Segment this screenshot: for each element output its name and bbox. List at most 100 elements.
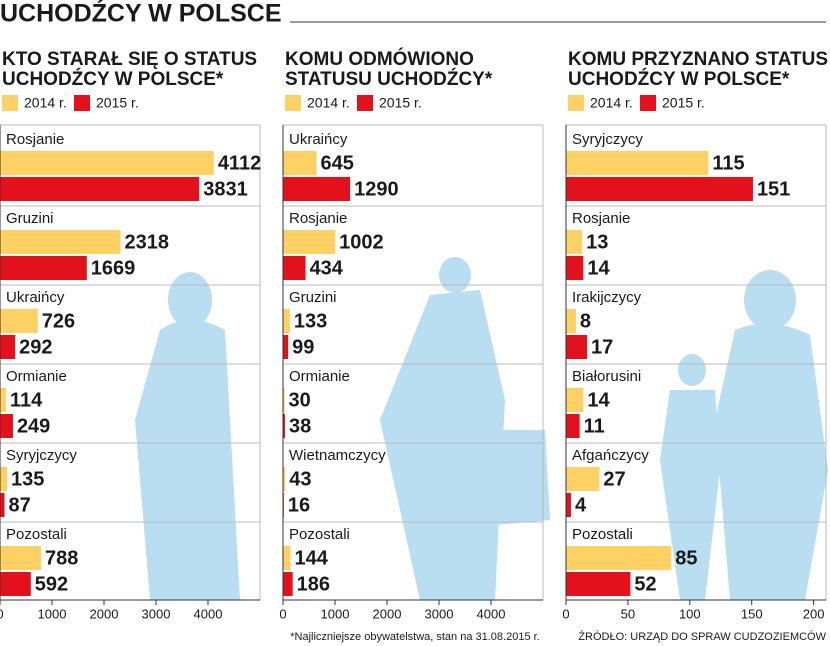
bar xyxy=(566,467,600,491)
bar xyxy=(0,177,200,201)
value-label: 114 xyxy=(10,389,43,411)
value-label: 434 xyxy=(310,257,344,279)
value-label: 1002 xyxy=(339,231,384,253)
value-label: 788 xyxy=(45,547,78,569)
bar xyxy=(0,388,6,412)
bar xyxy=(0,414,13,438)
bar xyxy=(283,572,293,596)
x-tick-label: 2000 xyxy=(373,606,402,621)
bar xyxy=(0,572,31,596)
silhouette xyxy=(715,323,828,600)
bar xyxy=(566,388,584,412)
bar xyxy=(283,309,290,333)
value-label: 292 xyxy=(19,336,52,358)
silhouette xyxy=(744,270,796,330)
value-label: 85 xyxy=(675,547,697,569)
silhouette xyxy=(678,354,706,386)
x-tick-label: 150 xyxy=(741,606,763,621)
bar xyxy=(283,335,289,359)
panel-title: UCHODŹCY W POLSCE* xyxy=(2,68,224,90)
value-label: 1290 xyxy=(354,178,399,200)
page-title: UCHODŹCY W POLSCE xyxy=(0,0,282,28)
bar xyxy=(283,414,285,438)
category-label: Gruzini xyxy=(6,210,54,227)
silhouette xyxy=(439,257,471,293)
x-tick-label: 100 xyxy=(679,606,701,621)
value-label: 4 xyxy=(575,494,587,516)
value-label: 8 xyxy=(580,310,591,332)
category-label: Ukraińcy xyxy=(6,289,65,306)
value-label: 27 xyxy=(603,468,625,490)
x-tick-label: 1000 xyxy=(321,606,350,621)
value-label: 43 xyxy=(289,468,311,490)
x-tick-label: 3000 xyxy=(142,606,171,621)
category-label: Rosjanie xyxy=(572,210,630,227)
bar xyxy=(566,230,583,254)
bar xyxy=(0,546,41,570)
legend-label: 2015 r. xyxy=(662,95,705,111)
bar xyxy=(283,230,336,254)
value-label: 144 xyxy=(294,547,328,569)
x-tick-label: 4000 xyxy=(477,606,506,621)
category-label: Irakijczycy xyxy=(572,289,642,306)
legend-label: 2015 r. xyxy=(379,95,422,111)
value-label: 645 xyxy=(321,152,354,174)
panel-title: KTO STARAŁ SIĘ O STATUS xyxy=(2,49,257,70)
x-tick-label: 3000 xyxy=(425,606,454,621)
bar xyxy=(283,546,291,570)
category-label: Rosjanie xyxy=(6,131,64,148)
bar xyxy=(0,309,38,333)
value-label: 30 xyxy=(289,389,311,411)
value-label: 52 xyxy=(634,573,656,595)
panel-title: STATUSU UCHODŹCY* xyxy=(285,68,493,90)
panel-title: KOMU ODMÓWIONO xyxy=(285,48,474,70)
bar xyxy=(0,230,121,254)
category-label: Białorusini xyxy=(572,368,641,385)
bar xyxy=(0,256,87,280)
value-label: 3831 xyxy=(203,178,248,200)
bar xyxy=(283,177,351,201)
category-label: Gruzini xyxy=(289,289,337,306)
legend-label: 2014 r. xyxy=(24,95,67,111)
bar xyxy=(566,493,571,517)
source: ŹRÓDŁO: URZĄD DO SPRAW CUDZOZIEMCÓW xyxy=(578,630,826,643)
legend-label: 2015 r. xyxy=(96,95,139,111)
category-label: Ormianie xyxy=(6,368,67,385)
bar xyxy=(566,309,576,333)
bar xyxy=(566,335,588,359)
value-label: 13 xyxy=(586,231,608,253)
value-label: 17 xyxy=(591,336,613,358)
panel-title: KOMU PRZYZNANO STATUS xyxy=(568,49,828,70)
legend-swatch xyxy=(2,95,18,111)
category-label: Afgańczycy xyxy=(572,447,649,464)
legend-label: 2014 r. xyxy=(590,95,633,111)
category-label: Syryjczycy xyxy=(6,447,77,464)
value-label: 14 xyxy=(587,257,610,279)
legend-swatch xyxy=(568,95,584,111)
bar xyxy=(0,467,8,491)
category-label: Rosjanie xyxy=(289,210,347,227)
bar xyxy=(566,177,753,201)
panel-title: UCHODŹCY W POLSCE* xyxy=(568,68,790,90)
value-label: 11 xyxy=(584,415,605,437)
bar xyxy=(283,467,286,491)
bar xyxy=(0,335,16,359)
category-label: Ukraińcy xyxy=(289,131,348,148)
category-label: Pozostali xyxy=(6,526,67,543)
value-label: 14 xyxy=(587,389,610,411)
bar xyxy=(283,256,306,280)
legend-swatch xyxy=(74,95,90,111)
x-tick-label: 200 xyxy=(803,606,825,621)
bar xyxy=(283,388,285,412)
value-label: 99 xyxy=(292,336,314,358)
legend-swatch xyxy=(357,95,373,111)
legend-swatch xyxy=(640,95,656,111)
value-label: 4112 xyxy=(218,152,261,174)
x-tick-label: 0 xyxy=(0,606,4,621)
bar xyxy=(566,572,631,596)
footnote: *Najliczniejsze obywatelstwa, stan na 31… xyxy=(290,631,539,643)
value-label: 87 xyxy=(9,494,31,516)
category-label: Wietnamczycy xyxy=(289,447,386,464)
bar xyxy=(566,151,709,175)
bar xyxy=(566,256,584,280)
